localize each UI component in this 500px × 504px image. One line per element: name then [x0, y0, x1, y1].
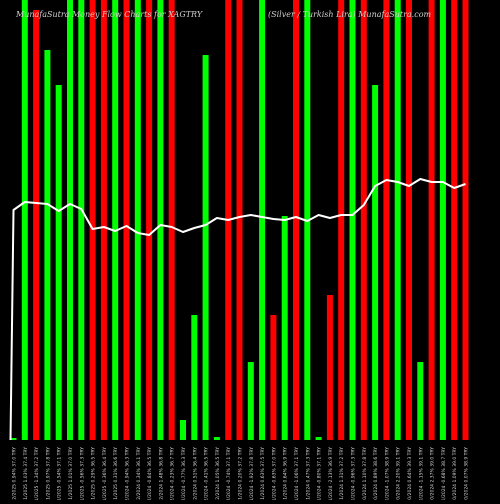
bar-40: [462, 0, 469, 440]
x-tick-label-26: 12/11/2024 0.47% 37.3 TRY: [305, 447, 311, 500]
bar-27: [315, 437, 322, 440]
price-line: [9, 178, 466, 441]
bar-11: [134, 0, 141, 440]
x-tick-label-39: 07/10/2024 1.09% 39.0 TRY: [452, 447, 458, 500]
x-tick-label-34: 21/10/2024 2.20% 39.1 TRY: [396, 447, 402, 500]
x-tick-label-13: 18/12/2024 1.48% 36.8 TRY: [158, 447, 164, 500]
bar-31: [360, 0, 367, 440]
bar-32: [372, 85, 379, 440]
x-tick-label-5: 13/01/2025 1.01% 37.0 TRY: [68, 447, 74, 500]
bar-17: [202, 55, 209, 440]
bar-38: [439, 0, 446, 440]
bar-22: [259, 0, 266, 440]
bar-8: [100, 0, 107, 440]
x-tick-label-0: 05/02/2025 0.94% 37.0 TRY: [12, 447, 18, 500]
x-tick-label-15: 12/12/2024 -0.77% 36.3 TRY: [181, 447, 187, 500]
bar-4: [55, 85, 62, 440]
x-tick-label-11: 25/12/2024 0.34% 36.1 TRY: [136, 447, 142, 500]
bar-37: [428, 0, 435, 440]
x-tick-label-35: 17/10/2024 0.64% 39.3 TRY: [407, 447, 413, 500]
bar-16: [191, 315, 198, 440]
x-tick-label-8: 03/01/2025 -0.36% 36.4 TRY: [102, 447, 108, 500]
x-tick-label-7: 07/01/2025 0.29% 36.5 TRY: [91, 447, 97, 500]
x-tick-label-2: 22/01/2025 -1.34% 37.2 TRY: [34, 447, 40, 500]
x-tick-label-31: 29/10/2024 1.10% 37.8 TRY: [362, 447, 368, 500]
chart-title-right: (Silver / Turkish Lira) MunafaSutra.com: [268, 10, 432, 19]
x-tick-label-1: 27/01/2025 1.03% 37.4 TRY: [23, 447, 29, 500]
bar-33: [383, 0, 390, 440]
x-tick-label-16: 10/12/2024 0.51% 36.4 TRY: [192, 447, 198, 500]
x-tick-label-22: 22/11/2024 0.63% 37.5 TRY: [260, 447, 266, 500]
bar-12: [146, 0, 153, 440]
x-tick-label-29: 04/11/2024 1.31% 37.2 TRY: [339, 447, 345, 500]
bar-7: [89, 0, 96, 440]
bar-10: [123, 0, 130, 440]
x-tick-label-37: 11/10/2024 2.37% 39.0 TRY: [430, 447, 436, 500]
bar-9: [112, 0, 119, 440]
bar-21: [247, 362, 254, 440]
bar-36: [417, 362, 424, 440]
x-tick-label-32: 25/10/2024 0.89% 38.6 TRY: [373, 447, 379, 500]
x-tick-label-21: 26/11/2024 -1.92% 37.8 TRY: [249, 447, 255, 500]
bar-39: [451, 0, 458, 440]
x-tick-label-17: 06/12/2024 -0.41% 36.5 TRY: [204, 447, 210, 500]
bar-23: [270, 315, 277, 440]
x-tick-label-23: 20/11/2024 -0.63% 37.0 TRY: [271, 447, 277, 500]
x-tick-label-20: 28/11/2024 0.20% 37.2 TRY: [238, 447, 244, 500]
bar-0: [10, 438, 17, 440]
bar-5: [67, 0, 73, 440]
x-tick-label-4: 15/01/2025 -0.54% 37.1 TRY: [57, 447, 63, 500]
bar-18: [213, 437, 220, 440]
bar-25: [293, 0, 299, 440]
x-tick-label-24: 18/11/2024 0.64% 36.9 TRY: [283, 447, 289, 500]
x-tick-label-25: 14/11/2024 -1.06% 37.1 TRY: [294, 447, 300, 500]
x-tick-label-3: 17/01/2025 0.97% 37.8 TRY: [45, 447, 51, 500]
x-tick-label-12: 20/12/2024 -0.84% 36.5 TRY: [147, 447, 153, 500]
x-tick-label-36: 15/10/2024 -1.15% 39.1 TRY: [418, 447, 424, 500]
x-tick-label-6: 09/01/2025 -0.56% 37.3 TRY: [79, 447, 85, 500]
bar-24: [281, 216, 288, 440]
x-tick-label-28: 06/11/2024 -2.13% 36.9 TRY: [328, 447, 334, 500]
bar-15: [180, 420, 186, 440]
x-tick-label-9: 01/01/2025 0.31% 36.6 TRY: [113, 447, 119, 500]
bar-1: [21, 0, 28, 440]
bar-29: [338, 0, 345, 440]
x-tick-label-10: 30/12/2024 -0.94% 36.3 TRY: [125, 447, 131, 500]
bar-30: [349, 0, 356, 440]
bar-2: [33, 10, 40, 440]
bar-20: [236, 0, 243, 440]
x-tick-label-14: 16/12/2024 -0.23% 36.7 TRY: [170, 447, 176, 500]
bar-3: [44, 50, 51, 440]
bar-34: [394, 0, 401, 440]
bar-14: [168, 0, 175, 440]
x-tick-label-38: 09/10/2024 -0.68% 38.7 TRY: [441, 447, 447, 500]
x-tick-label-27: 08/11/2024 -0.80% 37.1 TRY: [317, 447, 323, 500]
bar-28: [326, 295, 333, 440]
chart-title-left: MunafaSutra Money Flow Charts for XAGTRY: [16, 10, 203, 19]
x-tick-label-19: 02/12/2024 -0.74% 37.1 TRY: [226, 447, 232, 500]
bar-13: [157, 0, 164, 440]
bar-6: [78, 0, 85, 440]
x-tick-label-33: 23/10/2024 -1.07% 38.9 TRY: [384, 447, 390, 500]
x-tick-label-18: 04/12/2024 1.05% 36.5 TRY: [215, 447, 221, 500]
x-tick-label-40: 03/10/2024 0.07% 38.9 TRY: [464, 447, 470, 500]
bar-35: [406, 0, 412, 440]
x-tick-label-30: 31/10/2024 -0.96% 37.3 TRY: [351, 447, 357, 500]
